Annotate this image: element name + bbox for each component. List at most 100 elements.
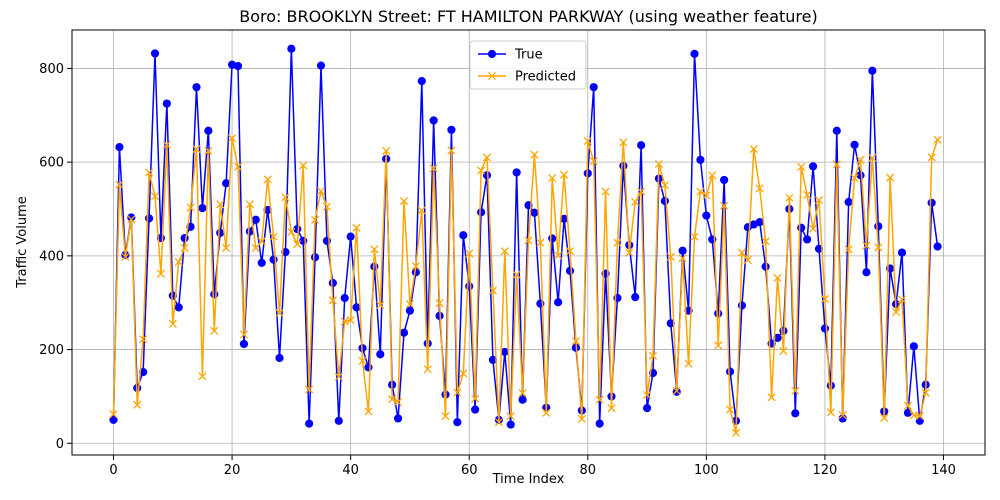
data-point-predicted [382, 146, 391, 155]
data-point-true [595, 419, 604, 428]
data-point-predicted [127, 215, 136, 224]
x-tick-label: 140 [931, 463, 956, 478]
data-point-predicted [245, 200, 254, 209]
data-point-predicted [394, 397, 403, 407]
data-point-predicted [927, 153, 936, 162]
data-point-predicted [577, 414, 586, 423]
data-point-true [186, 222, 195, 231]
data-point-true [393, 414, 403, 423]
data-point-predicted [376, 300, 385, 310]
data-point-predicted [654, 159, 663, 169]
data-point-true [874, 222, 883, 231]
data-point-predicted [275, 308, 284, 318]
data-point-true [803, 235, 812, 244]
x-tick-label: 120 [813, 463, 838, 478]
data-point-predicted [809, 224, 818, 233]
data-point-predicted [702, 191, 711, 200]
data-point-predicted [500, 247, 509, 256]
data-point-predicted [512, 270, 521, 279]
chart-title: Boro: BROOKLYN Street: FT HAMILTON PARKW… [239, 7, 817, 26]
data-point-true [714, 309, 723, 318]
data-point-true [761, 262, 770, 271]
data-point-predicted [257, 237, 266, 246]
data-point-true [204, 126, 213, 135]
data-point-predicted [933, 135, 942, 144]
legend-item-true: True [478, 48, 543, 63]
data-point-predicted [601, 187, 610, 196]
data-point-predicted [162, 140, 171, 149]
data-point-true [500, 347, 509, 357]
data-point-predicted [174, 257, 183, 267]
data-point-true [755, 218, 764, 227]
data-point-predicted [168, 319, 177, 328]
data-point-true [702, 211, 711, 220]
data-point-predicted [263, 175, 272, 184]
data-point-true [631, 292, 640, 302]
data-point-true [660, 196, 669, 206]
data-point-true [364, 363, 373, 372]
data-point-true [791, 409, 800, 418]
series-predicted [109, 134, 942, 438]
data-point-true [915, 416, 924, 425]
data-point-predicted [791, 386, 800, 395]
data-point-predicted [156, 269, 165, 278]
data-point-predicted [251, 243, 260, 252]
data-point-predicted [536, 238, 545, 247]
data-point-predicted [856, 155, 865, 164]
data-point-true [222, 179, 231, 188]
data-point-true [453, 418, 462, 427]
data-point-predicted [228, 134, 237, 143]
data-point-true [281, 248, 290, 257]
data-point-true [897, 248, 907, 257]
data-point-predicted [726, 405, 735, 414]
data-point-predicted [548, 174, 557, 183]
data-point-predicted [334, 372, 343, 381]
data-point-true [216, 228, 225, 237]
data-point-predicted [850, 174, 859, 183]
data-point-predicted [660, 181, 669, 190]
data-point-predicted [441, 412, 450, 421]
data-point-predicted [637, 187, 646, 196]
legend-label: Predicted [515, 70, 576, 85]
data-point-predicted [803, 190, 812, 199]
data-point-predicted [417, 206, 426, 215]
data-point-predicted [133, 400, 142, 409]
data-point-true [832, 126, 841, 135]
data-point-predicted [613, 238, 622, 247]
data-point-predicted [423, 365, 432, 374]
data-point-predicted [844, 245, 853, 254]
data-point-true [150, 49, 160, 58]
data-point-predicted [690, 232, 699, 241]
data-point-predicted [216, 200, 225, 209]
data-point-predicted [281, 193, 290, 202]
data-point-predicted [761, 237, 770, 246]
data-point-predicted [903, 401, 912, 410]
data-point-predicted [720, 201, 729, 210]
series-line-predicted [112, 137, 939, 434]
data-point-predicted [186, 203, 195, 212]
data-point-predicted [233, 162, 243, 171]
data-point-predicted [322, 202, 331, 211]
data-point-predicted [352, 223, 361, 232]
data-point-predicted [180, 243, 189, 252]
legend-marker [487, 49, 497, 59]
data-point-predicted [785, 193, 794, 202]
data-point-predicted [560, 170, 569, 179]
legend-marker [487, 71, 497, 81]
data-point-predicted [293, 240, 302, 249]
data-point-true [530, 208, 539, 217]
legend-box [469, 40, 587, 90]
data-point-true [548, 234, 557, 243]
data-point-true [115, 143, 124, 152]
data-point-predicted [453, 388, 462, 397]
data-point-true [820, 324, 830, 333]
data-point-true [328, 278, 337, 288]
data-point-true [690, 49, 699, 58]
data-point-true [720, 175, 729, 185]
data-point-predicted [565, 247, 575, 256]
data-point-predicted [299, 161, 308, 170]
data-point-true [417, 76, 426, 86]
data-point-predicted [192, 144, 201, 154]
data-point-predicted [518, 389, 527, 398]
data-point-true [334, 416, 343, 425]
